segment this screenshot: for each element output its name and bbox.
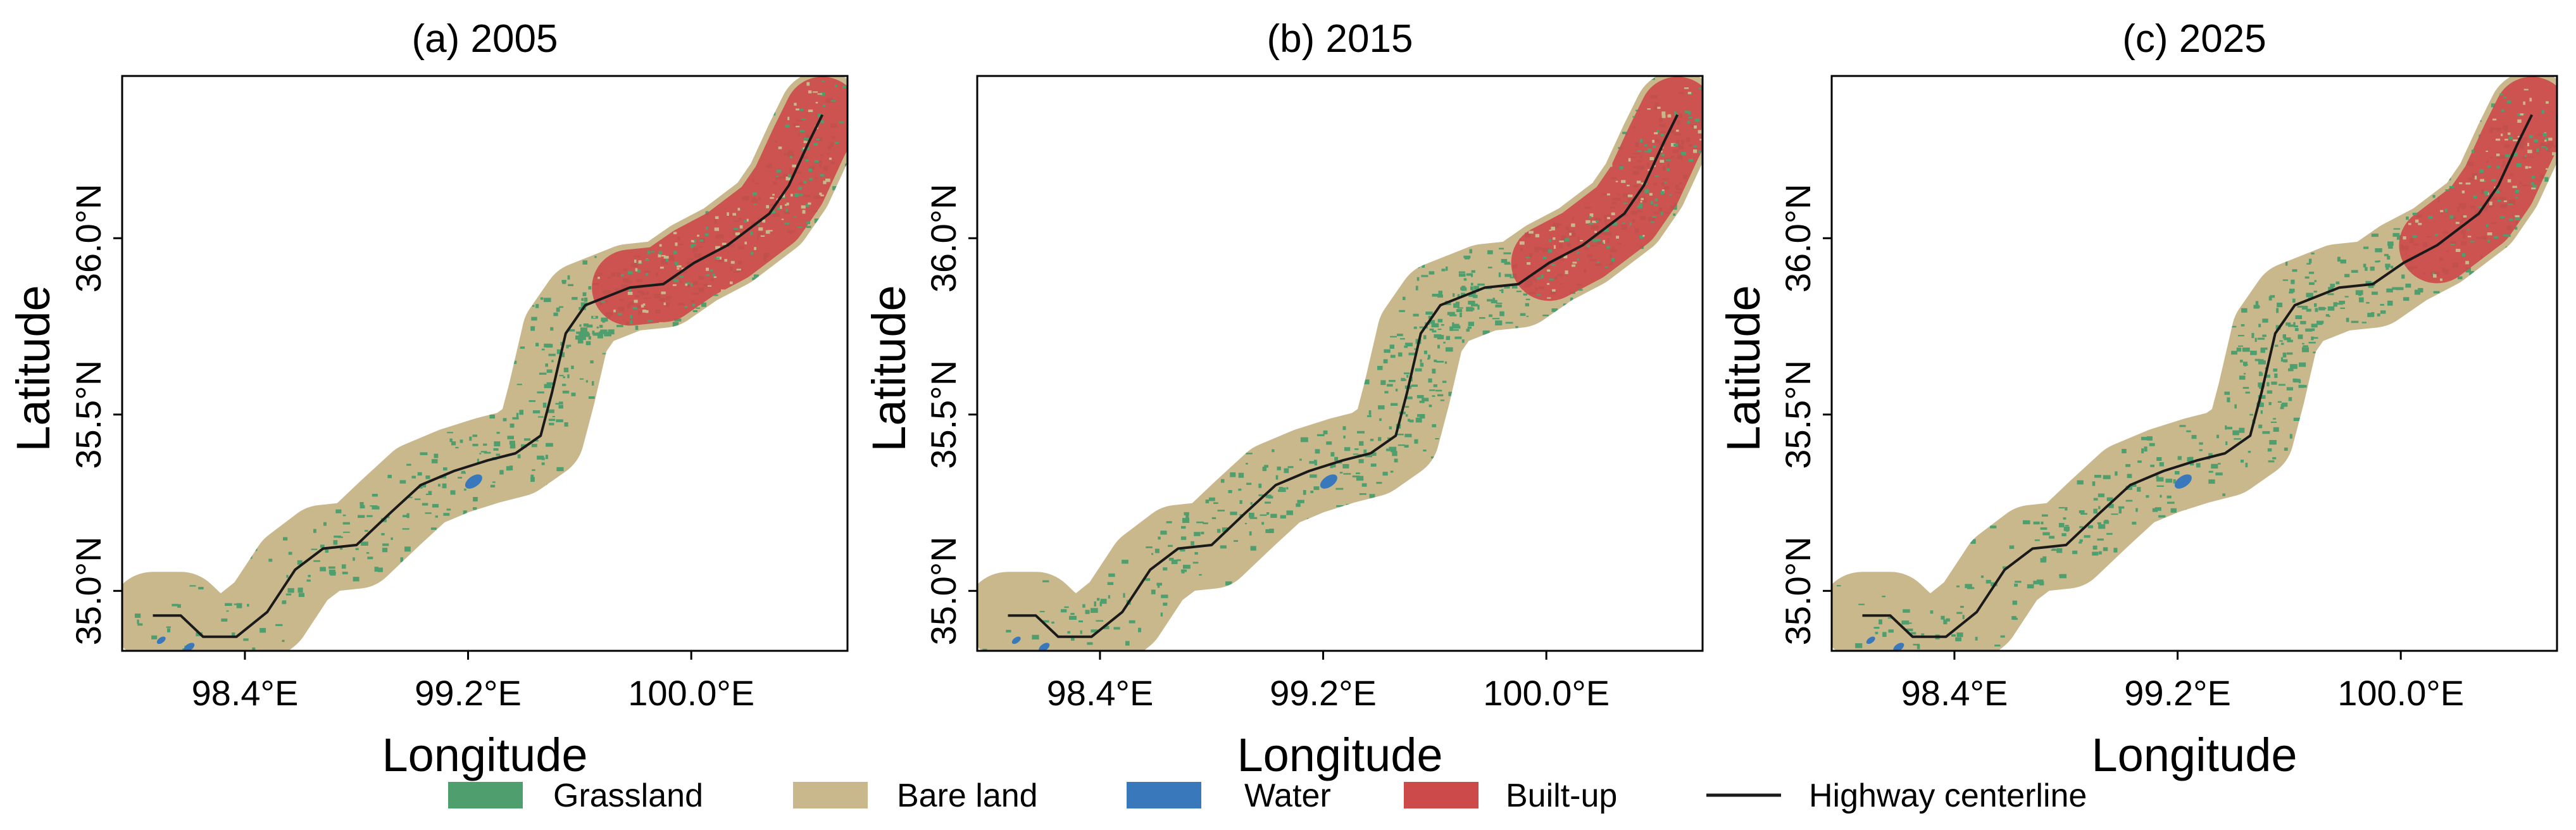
water-body [1320, 474, 1337, 489]
y-tick-label: 35.0°N [68, 536, 108, 645]
x-tick-label: 100.0°E [2337, 673, 2464, 713]
panel-a-axes: 98.4°E 99.2°E 100.0°E 35.0°N 35.5°N 36.0°N [68, 184, 754, 713]
legend-water-swatch [1127, 782, 1201, 808]
panel-a-ylabel: Latitude [7, 285, 59, 451]
water-bodies [1866, 474, 2192, 652]
water-body [1893, 643, 1904, 652]
x-tick-label: 99.2°E [415, 673, 522, 713]
legend-bare-land-swatch [793, 782, 868, 808]
panel-a: (a) 2005 98.4°E 99.2°E 100.0°E 35.0°N 35.5°N… [7, 17, 863, 781]
y-tick-label: 36.0°N [68, 184, 108, 292]
panel-a-frame [121, 75, 849, 652]
panel-a-title: (a) 2005 [412, 17, 558, 61]
highway-centerline [1008, 114, 1679, 638]
bare-land-area [1832, 76, 2557, 651]
y-tick-label: 36.0°N [1778, 184, 1818, 292]
x-tick-label: 98.4°E [192, 673, 299, 713]
water-body [1011, 636, 1021, 645]
panel-c-map [1832, 76, 2573, 672]
x-tick-label: 99.2°E [2124, 673, 2231, 713]
legend-built-up-label: Built-up [1506, 777, 1617, 814]
y-tick-label: 35.0°N [1778, 536, 1818, 645]
y-tick-label: 35.5°N [923, 360, 963, 469]
panel-b-title: (b) 2015 [1267, 17, 1413, 61]
panel-a-xlabel: Longitude [382, 729, 587, 781]
panel-c-axes: 98.4°E 99.2°E 100.0°E 35.0°N 35.5°N 36.0°N [1778, 184, 2464, 713]
panel-c-title: (c) 2025 [2122, 17, 2266, 61]
water-bodies [156, 474, 482, 652]
water-body [2174, 474, 2192, 489]
panel-c: (c) 2025 98.4°E 99.2°E 100.0°E 35.0°N 35.5°N… [1717, 17, 2573, 781]
water-body [465, 474, 482, 489]
bare-land-area [122, 76, 847, 651]
y-tick-label: 36.0°N [923, 184, 963, 292]
x-tick-label: 99.2°E [1270, 673, 1377, 713]
legend-bare-land-label: Bare land [897, 777, 1038, 814]
legend-built-up-swatch [1404, 782, 1479, 808]
panel-b-xlabel: Longitude [1237, 729, 1442, 781]
x-tick-label: 100.0°E [1483, 673, 1610, 713]
water-body [1039, 643, 1050, 652]
water-body [184, 643, 195, 652]
water-body [1866, 636, 1875, 645]
highway-centerline [1862, 114, 2534, 638]
panel-c-xlabel: Longitude [2091, 729, 2297, 781]
y-tick-label: 35.5°N [1778, 360, 1818, 469]
x-tick-label: 100.0°E [628, 673, 754, 713]
legend-highway-label: Highway centerline [1809, 777, 2087, 814]
panel-a-map [122, 76, 863, 664]
bare-land-area [977, 76, 1703, 651]
panel-b-ylabel: Latitude [863, 285, 915, 451]
legend-water-label: Water [1244, 777, 1331, 814]
panel-c-frame [1830, 75, 2558, 652]
legend-grassland-swatch [448, 782, 523, 808]
panel-c-ylabel: Latitude [1717, 285, 1770, 451]
water-bodies [1011, 474, 1337, 652]
panel-b: (b) 2015 98.4°E 99.2°E 100.0°E 35.0°N 35.5°N… [863, 17, 1716, 781]
water-body [156, 636, 166, 645]
y-tick-label: 35.5°N [68, 360, 108, 469]
legend: Grassland Bare land Water Built-up Highw… [448, 777, 2087, 814]
legend-grassland-label: Grassland [553, 777, 703, 814]
panel-b-map [973, 76, 1716, 671]
x-tick-label: 98.4°E [1901, 673, 2008, 713]
x-tick-label: 98.4°E [1047, 673, 1154, 713]
y-tick-label: 35.0°N [923, 536, 963, 645]
panel-b-axes: 98.4°E 99.2°E 100.0°E 35.0°N 35.5°N 36.0°N [923, 184, 1610, 713]
panel-b-frame [976, 75, 1704, 652]
highway-centerline [153, 114, 824, 638]
